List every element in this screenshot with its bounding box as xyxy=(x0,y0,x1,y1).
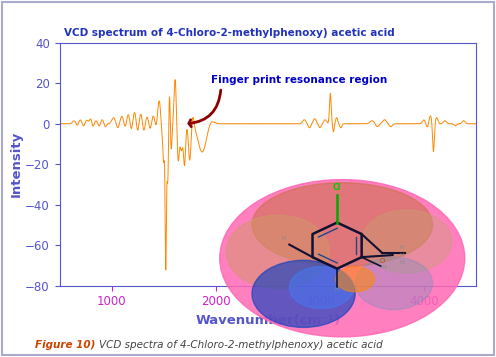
Y-axis label: Intensity: Intensity xyxy=(9,131,22,197)
Text: VCD spectrum of 4-Chloro-2-methylphenoxy) acetic acid: VCD spectrum of 4-Chloro-2-methylphenoxy… xyxy=(63,28,394,38)
Text: VCD spectra of 4-Chloro-2-methylphenoxy) acetic acid: VCD spectra of 4-Chloro-2-methylphenoxy)… xyxy=(99,340,383,350)
Text: H: H xyxy=(282,236,287,241)
Ellipse shape xyxy=(226,215,329,288)
Ellipse shape xyxy=(252,260,355,327)
X-axis label: Wavenumber(cm⁻¹): Wavenumber(cm⁻¹) xyxy=(195,314,340,327)
Text: Finger print resonance region: Finger print resonance region xyxy=(210,75,387,85)
Ellipse shape xyxy=(220,180,465,337)
Text: Figure 10): Figure 10) xyxy=(35,340,95,350)
Text: H: H xyxy=(399,260,404,265)
Text: O: O xyxy=(379,258,385,264)
Text: H: H xyxy=(399,245,404,250)
Text: H: H xyxy=(381,265,386,270)
Text: H: H xyxy=(335,287,339,292)
Text: Cl: Cl xyxy=(333,183,341,192)
Ellipse shape xyxy=(355,257,433,310)
Text: H: H xyxy=(399,252,404,257)
Ellipse shape xyxy=(252,183,433,267)
Ellipse shape xyxy=(336,267,374,292)
Ellipse shape xyxy=(289,267,354,308)
Ellipse shape xyxy=(362,210,452,273)
